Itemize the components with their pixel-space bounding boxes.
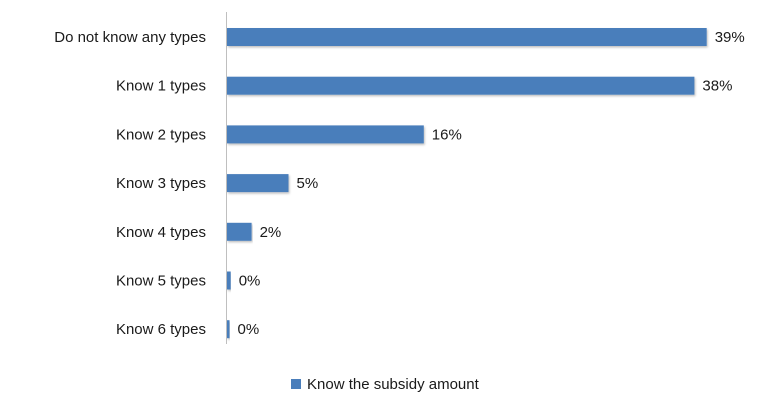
data-labels: 39% 38% 16% 5% 2% 0% 0%: [238, 29, 745, 338]
data-label-know-6-types: 0%: [238, 321, 260, 338]
bar-know-1-types: [227, 76, 695, 95]
data-label-know-5-types: 0%: [239, 273, 261, 290]
bar-know-6-types: [227, 320, 230, 339]
category-label-do-not-know-any-types: Do not know any types: [54, 29, 206, 46]
bars: [227, 28, 707, 339]
category-label-know-5-types: Know 5 types: [116, 273, 206, 290]
legend: Know the subsidy amount: [291, 376, 480, 393]
data-label-do-not-know-any-types: 39%: [715, 29, 745, 46]
category-label-know-1-types: Know 1 types: [116, 78, 206, 95]
category-label-know-3-types: Know 3 types: [116, 175, 206, 192]
legend-label: Know the subsidy amount: [307, 376, 480, 393]
data-label-know-4-types: 2%: [260, 224, 282, 241]
bar-know-2-types: [227, 125, 424, 144]
data-label-know-3-types: 5%: [297, 175, 319, 192]
bar-do-not-know-any-types: [227, 28, 707, 46]
category-labels: Do not know any types Know 1 types Know 2 …: [54, 29, 206, 338]
category-label-know-4-types: Know 4 types: [116, 224, 206, 241]
data-label-know-1-types: 38%: [702, 78, 732, 95]
data-label-know-2-types: 16%: [432, 126, 462, 143]
bar-know-3-types: [227, 174, 289, 193]
category-label-know-2-types: Know 2 types: [116, 126, 206, 143]
bar-know-5-types: [227, 271, 231, 290]
category-label-know-6-types: Know 6 types: [116, 321, 206, 338]
bar-know-4-types: [227, 222, 252, 241]
legend-swatch: [291, 379, 301, 389]
